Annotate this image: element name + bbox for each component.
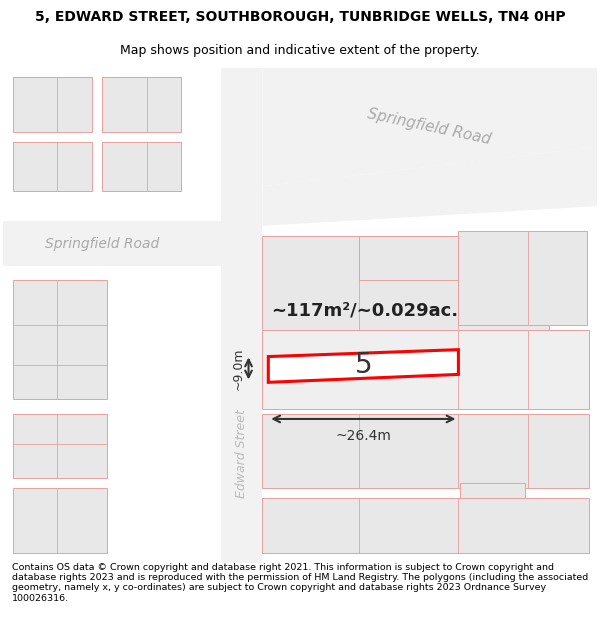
Polygon shape bbox=[262, 147, 597, 226]
Bar bbox=[102, 142, 181, 191]
Bar bbox=[458, 231, 587, 325]
Bar bbox=[262, 236, 550, 330]
Bar bbox=[13, 414, 107, 478]
Bar bbox=[13, 281, 107, 399]
Bar bbox=[262, 414, 589, 488]
Text: 5, EDWARD STREET, SOUTHBOROUGH, TUNBRIDGE WELLS, TN4 0HP: 5, EDWARD STREET, SOUTHBOROUGH, TUNBRIDG… bbox=[35, 10, 565, 24]
Text: ~26.4m: ~26.4m bbox=[335, 429, 391, 442]
Bar bbox=[262, 330, 589, 409]
Polygon shape bbox=[3, 221, 221, 266]
Polygon shape bbox=[268, 349, 458, 382]
Text: ~9.0m: ~9.0m bbox=[231, 348, 244, 390]
Bar bbox=[102, 78, 181, 132]
Bar bbox=[359, 236, 458, 281]
Text: Springfield Road: Springfield Road bbox=[365, 106, 492, 148]
Bar bbox=[460, 483, 525, 532]
Bar bbox=[13, 78, 92, 132]
Polygon shape bbox=[262, 68, 597, 186]
Text: Map shows position and indicative extent of the property.: Map shows position and indicative extent… bbox=[120, 44, 480, 57]
Bar bbox=[262, 498, 589, 552]
Text: Edward Street: Edward Street bbox=[235, 409, 248, 498]
Text: ~117m²/~0.029ac.: ~117m²/~0.029ac. bbox=[271, 301, 458, 319]
Bar bbox=[13, 488, 107, 552]
Bar bbox=[13, 142, 92, 191]
Text: Contains OS data © Crown copyright and database right 2021. This information is : Contains OS data © Crown copyright and d… bbox=[12, 562, 588, 602]
Text: Springfield Road: Springfield Road bbox=[45, 237, 159, 251]
Text: 5: 5 bbox=[355, 351, 372, 379]
Bar bbox=[221, 68, 262, 562]
